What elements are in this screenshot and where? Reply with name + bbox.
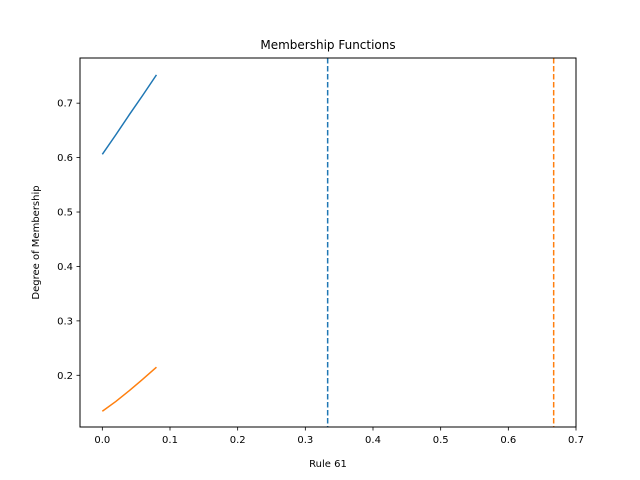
- y-tick-label: 0.6: [57, 153, 73, 164]
- x-axis: 0.0 0.1 0.2 0.3 0.4 0.5 0.6 0.7: [94, 427, 584, 446]
- x-tick-label: 0.1: [162, 435, 178, 446]
- y-tick-label: 0.2: [57, 371, 73, 382]
- y-tick-label: 0.4: [57, 262, 73, 273]
- plot-area: [101, 58, 555, 427]
- x-axis-label: Rule 61: [309, 459, 347, 470]
- axes-frame: [79, 57, 577, 428]
- x-tick-label: 0.3: [297, 435, 313, 446]
- y-tick-label: 0.3: [57, 316, 73, 327]
- x-tick-label: 0.4: [365, 435, 381, 446]
- y-axis-label: Degree of Membership: [31, 185, 42, 299]
- x-tick-label: 0.0: [94, 435, 110, 446]
- x-tick-label: 0.6: [500, 435, 516, 446]
- y-axis: 0.2 0.3 0.4 0.5 0.6 0.7: [57, 99, 80, 382]
- chart-title: Membership Functions: [260, 38, 395, 52]
- y-tick-label: 0.7: [57, 99, 73, 110]
- series-line-2: [101, 366, 157, 412]
- y-tick-label: 0.5: [57, 208, 73, 219]
- x-tick-label: 0.7: [568, 435, 584, 446]
- x-tick-label: 0.2: [230, 435, 246, 446]
- x-tick-label: 0.5: [433, 435, 449, 446]
- series-line-1: [101, 74, 158, 155]
